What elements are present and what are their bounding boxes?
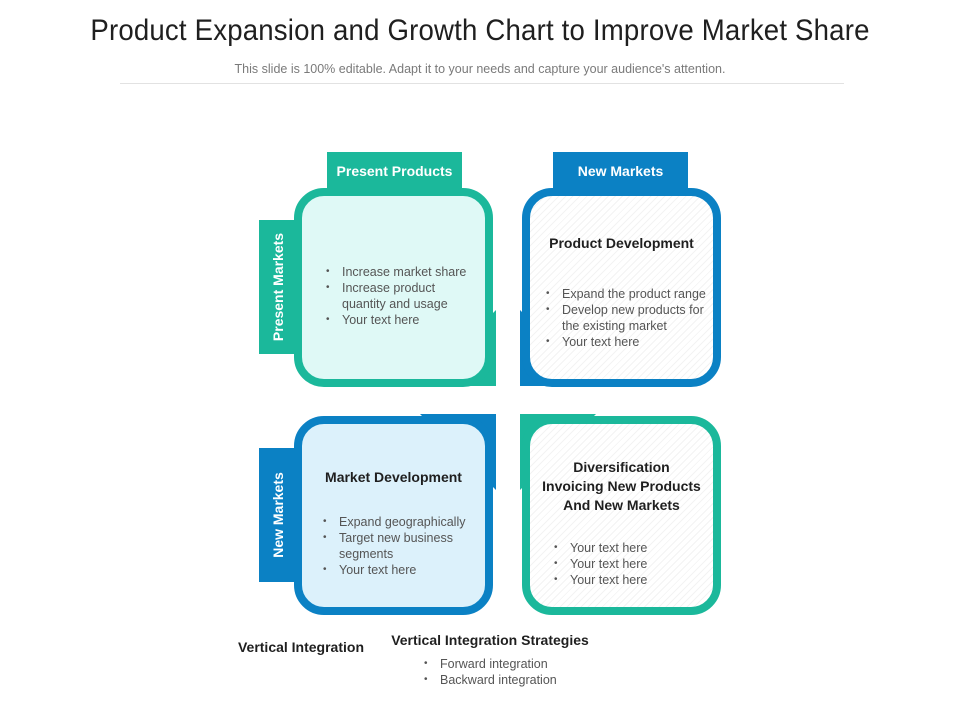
list-item: Your text here	[544, 334, 713, 350]
list-item: Your text here	[324, 312, 474, 328]
list-item: Backward integration	[422, 672, 602, 688]
page-subtitle: This slide is 100% editable. Adapt it to…	[234, 62, 726, 76]
strategies-heading: Vertical Integration Strategies	[391, 632, 589, 648]
list-item: Your text here	[552, 572, 702, 588]
list-item: Forward integration	[422, 656, 602, 672]
tab-new-markets-left: New Markets	[259, 448, 297, 582]
quadrant-market-penetration: Increase market share Increase product q…	[294, 188, 493, 387]
quadrant-diversification: Diversification Invoicing New Products A…	[522, 416, 721, 615]
quadrant-4-list: Your text here Your text here Your text …	[552, 540, 702, 588]
list-item: Expand the product range	[544, 286, 713, 302]
list-item: Expand geographically	[321, 514, 481, 530]
quadrant-2-list: Expand the product range Develop new pro…	[544, 286, 713, 350]
quadrant-2-heading: Product Development	[549, 235, 694, 251]
quadrant-3-heading: Market Development	[325, 469, 462, 485]
tab-present-markets-label: Present Markets	[270, 232, 287, 342]
list-item: Your text here	[552, 556, 702, 572]
quadrant-market-development: Market Development Expand geographically…	[294, 416, 493, 615]
tab-new-markets-top-label: New Markets	[577, 163, 664, 179]
list-item: Your text here	[552, 540, 702, 556]
quadrant-product-development: Product Development Expand the product r…	[522, 188, 721, 387]
vertical-integration-label: Vertical Integration	[237, 639, 365, 655]
quadrant-1-list: Increase market share Increase product q…	[324, 264, 474, 328]
tab-new-markets-left-label: New Markets	[270, 472, 286, 558]
tab-present-markets: Present Markets	[259, 220, 297, 354]
quadrant-3-list: Expand geographically Target new busines…	[321, 514, 481, 578]
quadrant-4-heading: Diversification Invoicing New Products A…	[542, 459, 701, 513]
title-divider	[120, 83, 844, 84]
list-item: Target new business segments	[321, 530, 481, 562]
list-item: Increase market share	[324, 264, 474, 280]
list-item: Your text here	[321, 562, 481, 578]
list-item: Develop new products for the existing ma…	[544, 302, 713, 334]
tab-present-products: Present Products	[327, 152, 462, 190]
tab-present-products-label: Present Products	[336, 163, 453, 179]
page-title: Product Expansion and Growth Chart to Im…	[90, 14, 870, 47]
list-item: Increase product quantity and usage	[324, 280, 474, 312]
tab-new-markets-top: New Markets	[553, 152, 688, 190]
strategies-list: Forward integration Backward integration	[422, 656, 602, 688]
